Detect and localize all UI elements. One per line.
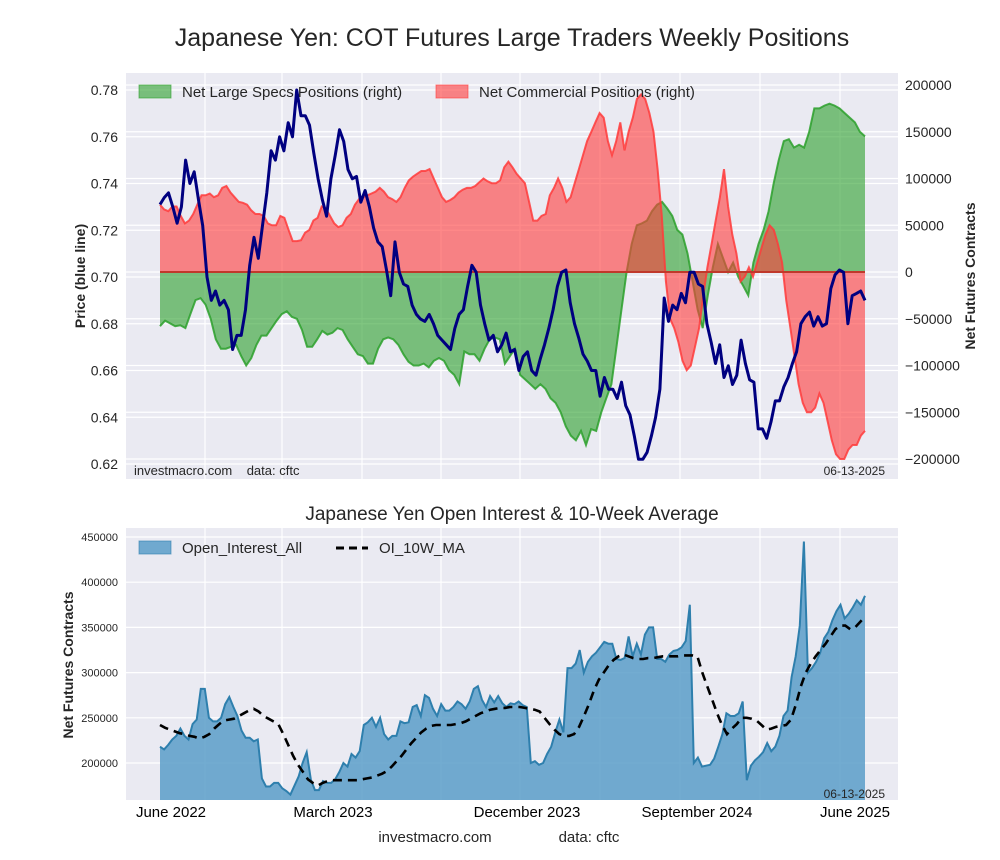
footer-source: data: cftc (559, 829, 620, 846)
price-tick-label: 0.72 (91, 222, 118, 238)
contracts-tick-label: 50000 (905, 217, 944, 233)
price-tick-label: 0.64 (91, 409, 118, 425)
legend-label-specs: Net Large Specs Positions (right) (182, 84, 402, 101)
contracts-axis-ticks: −200000 −150000 −100000 −50000 0 50000 100000 1… (905, 77, 960, 467)
time-tick-label: December 2023 (474, 804, 581, 821)
cot-chart-figure: Japanese Yen: COT Futures Large Traders … (0, 0, 1000, 860)
contracts-tick-label: 0 (905, 264, 913, 280)
price-axis-label: Price (blue line) (72, 224, 88, 328)
contracts-tick-label: −100000 (905, 358, 960, 374)
footer-site: investmacro.com (378, 829, 491, 846)
open-interest-tick-label: 350000 (81, 622, 118, 634)
time-tick-label: March 2023 (293, 804, 372, 821)
price-tick-label: 0.74 (91, 176, 118, 192)
legend-swatch-commercial (436, 85, 468, 98)
legend-label-commercial: Net Commercial Positions (right) (479, 84, 695, 101)
time-tick-label: September 2024 (642, 804, 753, 821)
open-interest-title: Japanese Yen Open Interest & 10-Week Ave… (305, 504, 718, 525)
open-interest-tick-label: 400000 (81, 577, 118, 589)
legend-label-open-interest: Open_Interest_All (182, 540, 302, 557)
open-interest-axis-label: Net Futures Contracts (60, 591, 76, 738)
time-axis-ticks: June 2022 March 2023 December 2023 Septembe… (136, 804, 890, 821)
time-tick-label: June 2025 (820, 804, 890, 821)
price-axis-ticks: 0.62 0.64 0.66 0.68 0.70 0.72 0.74 0.76 0.78 (91, 82, 118, 472)
contracts-tick-label: −150000 (905, 404, 960, 420)
main-chart-title: Japanese Yen: COT Futures Large Traders … (175, 24, 849, 52)
contracts-tick-label: 100000 (905, 171, 952, 187)
positions-date-annotation: 06-13-2025 (824, 464, 886, 478)
legend-swatch-open-interest (139, 541, 171, 554)
price-tick-label: 0.76 (91, 129, 118, 145)
price-tick-label: 0.68 (91, 316, 118, 332)
open-interest-tick-label: 250000 (81, 713, 118, 725)
positions-source-annotation: investmacro.com data: cftc (134, 463, 300, 478)
price-tick-label: 0.62 (91, 456, 118, 472)
open-interest-tick-label: 450000 (81, 532, 118, 544)
open-interest-legend: Open_Interest_All OI_10W_MA (139, 540, 465, 557)
open-interest-panel: 200000 250000 300000 350000 400000 450000 Jun… (60, 528, 898, 821)
legend-swatch-specs (139, 85, 171, 98)
contracts-tick-label: 200000 (905, 77, 952, 93)
open-interest-tick-label: 200000 (81, 758, 118, 770)
contracts-tick-label: −200000 (905, 451, 960, 467)
open-interest-date-annotation: 06-13-2025 (824, 787, 886, 801)
time-tick-label: June 2022 (136, 804, 206, 821)
contracts-tick-label: 150000 (905, 124, 952, 140)
positions-panel: 0.62 0.64 0.66 0.68 0.70 0.72 0.74 0.76 0.78 −20… (72, 73, 978, 479)
contracts-axis-label-right: Net Futures Contracts (962, 202, 978, 349)
legend-label-ma: OI_10W_MA (379, 540, 465, 557)
open-interest-tick-label: 300000 (81, 668, 118, 680)
price-tick-label: 0.78 (91, 82, 118, 98)
price-tick-label: 0.66 (91, 363, 118, 379)
price-tick-label: 0.70 (91, 269, 118, 285)
open-interest-axis-ticks: 200000 250000 300000 350000 400000 450000 (81, 532, 118, 770)
contracts-tick-label: −50000 (905, 311, 952, 327)
